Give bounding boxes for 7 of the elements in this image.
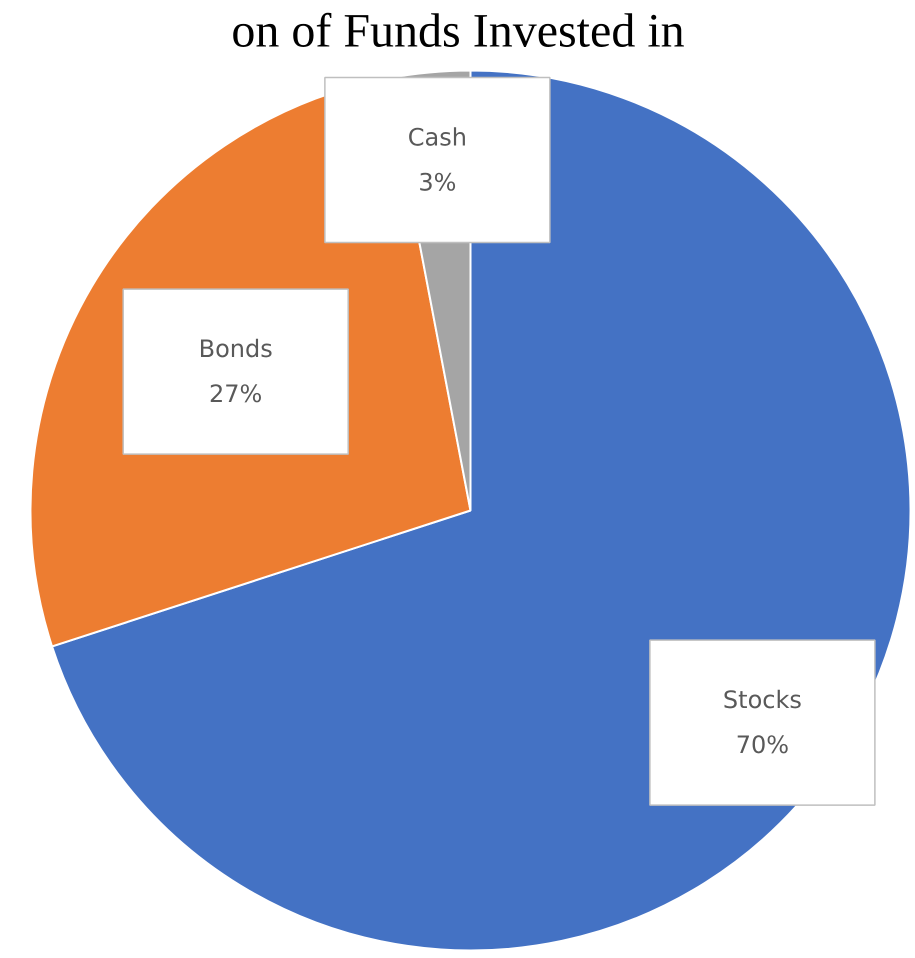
data-label: 70% (736, 730, 790, 759)
slice-label: Cash (408, 124, 467, 152)
chart-title: on of Funds Invested in (231, 4, 685, 58)
data-label: 27% (209, 380, 262, 408)
data-label: 3% (418, 168, 456, 196)
slice-label: Stocks (722, 686, 802, 714)
slice-label: Bonds (198, 335, 273, 364)
